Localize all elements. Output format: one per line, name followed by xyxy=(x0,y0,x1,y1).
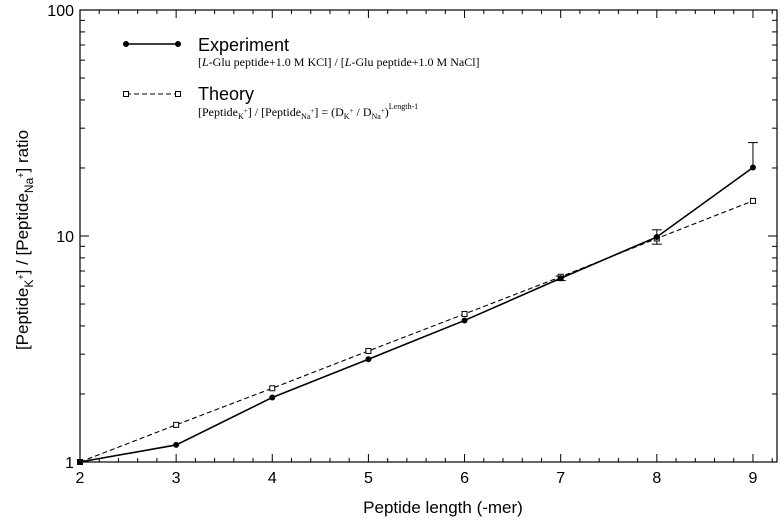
x-tick-label: 2 xyxy=(76,470,85,487)
axis-ticks xyxy=(79,9,777,463)
experiment-point xyxy=(749,164,756,171)
plot-area xyxy=(79,9,778,463)
x-tick-labels: 2 3 4 5 6 7 8 9 xyxy=(76,470,758,487)
experiment-point xyxy=(461,317,468,324)
x-tick-label: 5 xyxy=(364,470,373,487)
experiment-line xyxy=(79,166,754,463)
y-axis-label: [PeptideK+] / [PeptideNa+] ratio xyxy=(13,130,36,350)
theory-point xyxy=(461,310,468,317)
legend-theory-marker-right xyxy=(175,91,181,97)
y-tick-labels: 1 10 100 xyxy=(47,3,74,472)
experiment-point xyxy=(557,275,564,282)
experiment-point xyxy=(173,441,180,448)
legend-experiment-marker-left xyxy=(123,41,129,47)
y-tick-label: 1 xyxy=(65,455,74,472)
series-layer xyxy=(77,142,758,465)
y-tick-label: 100 xyxy=(47,3,74,20)
legend: Experiment [L-Glu peptide+1.0 M KCl] / [… xyxy=(123,35,480,121)
legend-experiment-marker-right xyxy=(175,41,181,47)
theory-point xyxy=(365,347,372,354)
y-tick-label: 10 xyxy=(56,229,74,246)
x-axis-label: Peptide length (-mer) xyxy=(363,498,523,517)
experiment-point xyxy=(365,356,372,363)
x-tick-label: 8 xyxy=(652,470,661,487)
experiment-point xyxy=(269,394,276,401)
experiment-point xyxy=(77,459,83,465)
x-tick-label: 4 xyxy=(268,470,277,487)
legend-theory-marker-left xyxy=(123,91,129,97)
x-tick-label: 6 xyxy=(460,470,469,487)
experiment-point xyxy=(653,233,660,240)
theory-line xyxy=(79,200,754,463)
x-tick-label: 9 xyxy=(749,470,758,487)
legend-experiment-label: Experiment xyxy=(198,35,289,55)
theory-point xyxy=(749,197,756,204)
theory-point xyxy=(269,385,276,392)
legend-experiment-caption: [L-Glu peptide+1.0 M KCl] / [L-Glu pepti… xyxy=(198,55,480,69)
theory-point xyxy=(173,421,180,428)
x-tick-label: 7 xyxy=(556,470,565,487)
legend-theory-label: Theory xyxy=(198,84,254,104)
legend-theory-caption: [PeptideK+] / [PeptideNa+] = (DK+ / DNa+… xyxy=(198,102,418,121)
x-tick-label: 3 xyxy=(172,470,181,487)
